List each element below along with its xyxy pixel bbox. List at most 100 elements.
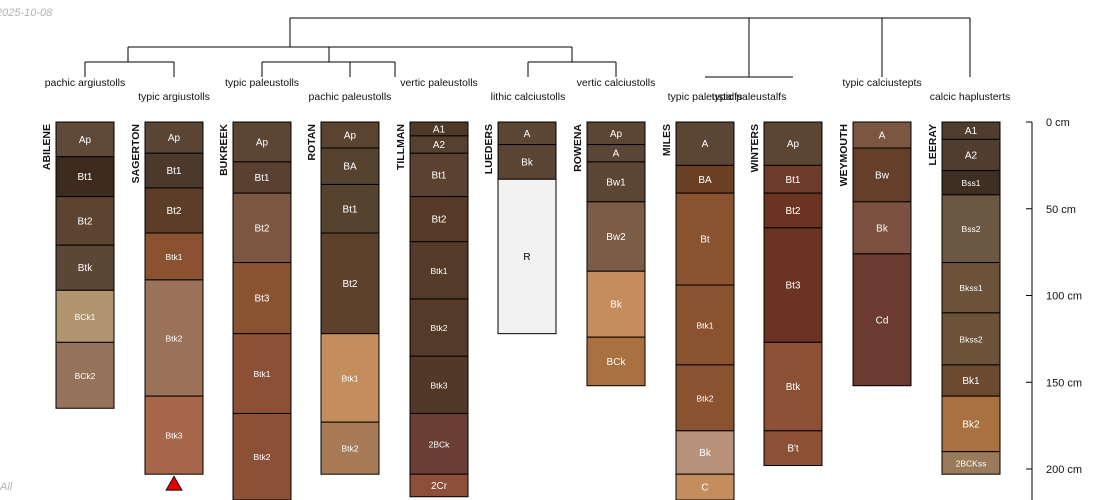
soil-series-name: ROTAN [306, 124, 318, 161]
horizon-label: Btk2 [253, 452, 270, 462]
taxonomy-label: vertic paleustolls [400, 77, 478, 89]
horizon-block [941, 451, 1001, 475]
soil-profile: LEERAY A1 A2 Bss1 Bss2 Bkss1 Bkss2 Bk1 Bk2 2BCKss [927, 121, 1001, 475]
dendrogram-branch [527, 61, 617, 77]
soil-series-name: WINTERS [749, 124, 761, 172]
horizon-block [763, 227, 823, 343]
taxonomy-label: typic paleustolls [225, 77, 299, 89]
soil-series-name: LEERAY [927, 124, 939, 166]
horizon-label: Bt2 [254, 223, 269, 234]
horizon-block [144, 395, 204, 475]
horizon-label: Btk1 [696, 320, 713, 330]
taxonomy-label: lithic calciustolls [491, 91, 566, 103]
soil-series-name: MILES [661, 124, 673, 156]
horizon-label: C [701, 483, 708, 494]
horizon-block [409, 473, 469, 498]
horizon-label: A [702, 139, 709, 150]
horizon-block [409, 241, 469, 300]
horizon-label: Cd [876, 315, 889, 326]
soil-profile: TILLMAN A1 A2 Bt1 Bt2 Btk1 Btk2 Btk3 2BCk 2Cr [395, 121, 469, 498]
horizon-label: BCk2 [75, 371, 96, 381]
horizon-block [675, 284, 735, 366]
horizon-block [320, 232, 380, 335]
horizon-block [232, 262, 292, 335]
horizon-label: Ap [168, 133, 181, 144]
horizon-block [55, 244, 115, 291]
horizon-block [232, 161, 292, 194]
horizon-label: Bt2 [342, 279, 357, 290]
horizon-block [586, 161, 646, 203]
horizon-label: BA [343, 162, 357, 173]
soil-series-name: BUKREEK [218, 124, 230, 176]
soil-series-name: WEYMOUTH [838, 124, 850, 186]
horizon-block [55, 289, 115, 343]
horizon-label: A2 [965, 150, 978, 161]
taxonomy-label: pachic argiustolls [45, 77, 126, 89]
taxonomy-label: typic calciustepts [842, 77, 921, 89]
horizon-label: BCk1 [75, 312, 96, 322]
horizon-label: Bt1 [431, 170, 446, 181]
soil-profile: ABILENE Ap Bt1 Bt2 Btk BCk1 BCk2 [41, 121, 115, 409]
truncation-marker [165, 475, 183, 491]
horizon-label: Bt2 [431, 215, 446, 226]
horizon-block [55, 196, 115, 246]
horizon-label: Btk1 [253, 369, 270, 379]
horizon-label: BCk [607, 357, 627, 368]
horizon-block [409, 412, 469, 475]
horizon-label: 2BCKss [956, 458, 987, 468]
horizon-block [941, 364, 1001, 397]
horizon-label: Bss1 [962, 178, 981, 188]
horizon-label: 2Cr [431, 481, 448, 492]
horizon-block [852, 121, 912, 149]
horizon-label: A1 [433, 124, 446, 135]
soil-profile: SAGERTON Ap Bt1 Bt2 Btk1 Btk2 Btk3 [130, 121, 204, 491]
horizon-label: Btk1 [341, 373, 358, 383]
horizon-label: Bk1 [962, 376, 980, 387]
dendrogram-branch [289, 17, 971, 77]
horizon-label: Bkss2 [959, 334, 982, 344]
soil-series-name: TILLMAN [395, 124, 407, 170]
horizon-label: A [613, 149, 620, 160]
horizon-block [941, 312, 1001, 366]
horizon-block [320, 121, 380, 149]
horizon-block [232, 121, 292, 163]
taxonomy-label: calcic haplusterts [930, 91, 1011, 103]
horizon-label: Bt1 [785, 175, 800, 186]
horizon-label: A [879, 131, 886, 142]
horizon-block [941, 138, 1001, 172]
taxonomy-label: typic paleustalfs [668, 91, 743, 103]
horizon-label: Btk2 [696, 393, 713, 403]
date-stamp: 2025-10-08 [0, 7, 53, 19]
depth-axis: 0 cm 50 cm 100 cm 150 cm 200 cm [1026, 117, 1082, 500]
horizon-label: Ap [79, 135, 92, 146]
horizon-label: Bss2 [962, 224, 981, 234]
soil-series-name: ROWENA [572, 124, 584, 172]
horizon-label: Bk [610, 300, 623, 311]
horizon-label: Btk2 [430, 323, 447, 333]
horizon-block [144, 279, 204, 397]
soil-profile: WINTERS Ap Bt1 Bt2 Bt3 Btk B't [749, 121, 823, 467]
horizon-label: A [524, 129, 531, 140]
horizon-label: Bw2 [606, 232, 626, 243]
horizon-label: Btk1 [165, 252, 182, 262]
horizon-block [320, 421, 380, 475]
horizon-block [497, 144, 557, 180]
dendrogram-branch [127, 46, 573, 62]
horizon-block [320, 333, 380, 423]
horizon-block [941, 170, 1001, 196]
horizon-label: Bk [699, 448, 712, 459]
horizon-block [232, 333, 292, 414]
horizon-label: Bkss1 [959, 283, 982, 293]
horizon-label: Bk [876, 223, 889, 234]
horizon-label: Bt1 [254, 173, 269, 184]
horizon-block [586, 336, 646, 387]
soil-series-name: ABILENE [41, 124, 53, 170]
horizon-label: Bt1 [77, 172, 92, 183]
horizon-block [409, 298, 469, 357]
horizon-label: 2BCk [429, 439, 451, 449]
horizon-label: Btk2 [165, 334, 182, 344]
horizon-label: Ap [787, 139, 800, 150]
soil-profile: ROWENA Ap A Bw1 Bw2 Bk BCk [572, 121, 646, 387]
taxonomy-label: pachic paleustolls [309, 91, 392, 103]
depth-tick-label: 100 cm [1046, 291, 1082, 303]
